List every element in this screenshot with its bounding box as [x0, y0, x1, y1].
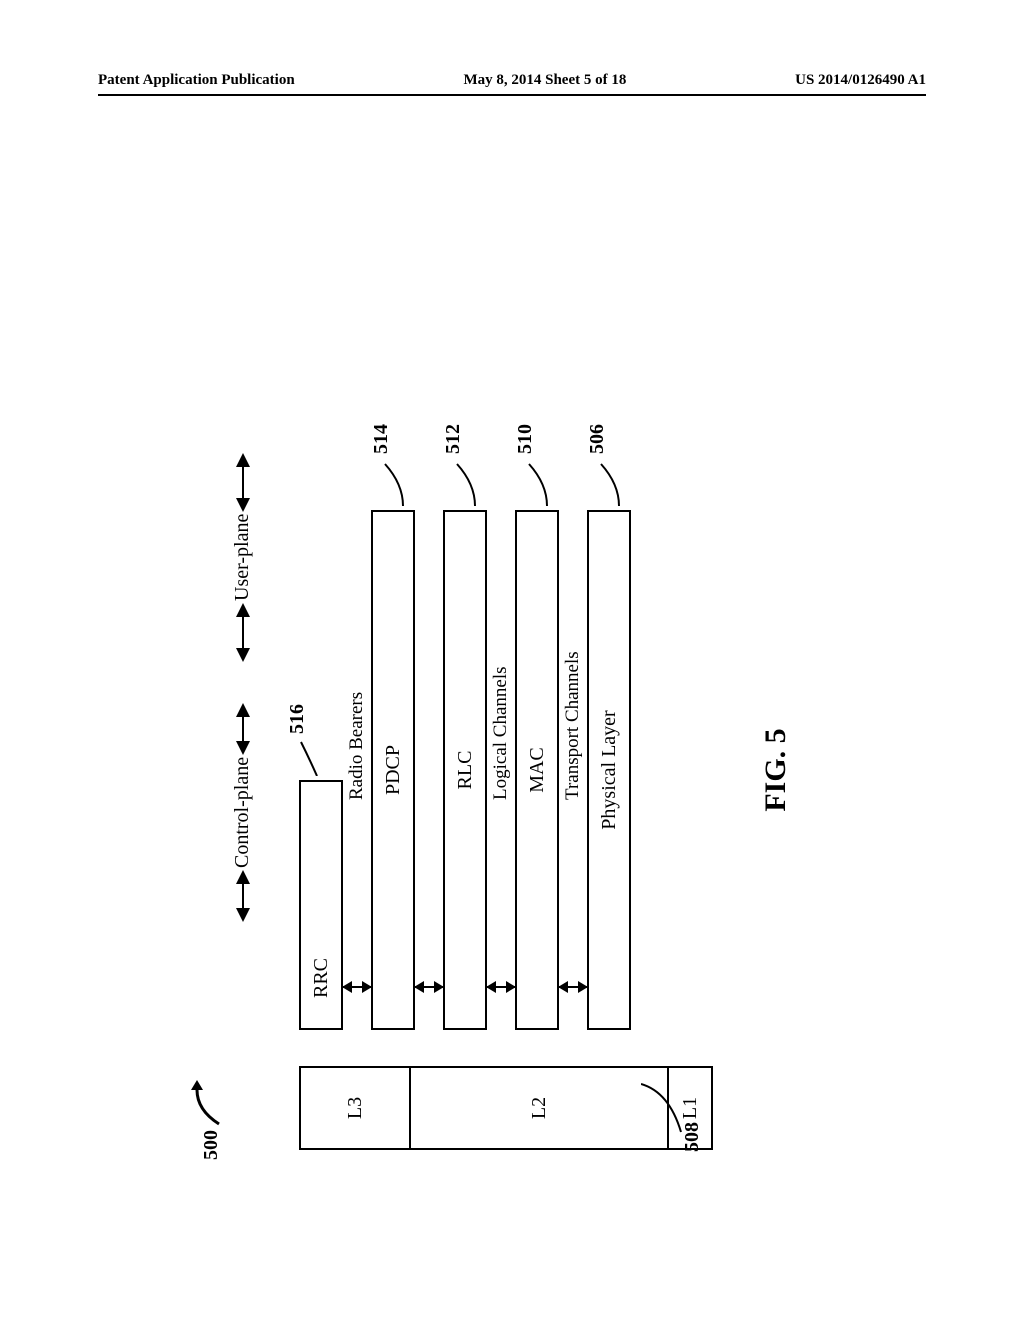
leader-line-icon	[453, 460, 481, 506]
l2-ref-label: 508	[681, 1122, 704, 1152]
plane-labels: Control-plane User-plane	[231, 400, 271, 920]
curved-arrow-icon	[191, 1080, 223, 1126]
rlc-label: RLC	[454, 751, 477, 790]
phy-ref-label: 506	[586, 424, 609, 454]
logical-channels-label: Logical Channels	[490, 667, 512, 801]
mac-ref-label: 510	[514, 424, 537, 454]
leader-line-icon	[597, 460, 625, 506]
mac-layer-box: MAC 510	[515, 510, 559, 1030]
rrc-ref-label: 516	[286, 704, 309, 734]
leader-line-icon	[641, 1046, 685, 1140]
vertical-double-arrow-icon	[559, 986, 587, 988]
pdcp-layer-box: PDCP 514	[371, 510, 415, 1030]
layer-l3-label: L3	[344, 1097, 367, 1119]
transport-channels-interface: Transport Channels	[559, 210, 587, 1030]
protocol-stack: L3 L2 L1 508 RR	[279, 210, 713, 1150]
rrc-label: RRC	[310, 958, 333, 998]
leader-line-icon	[525, 460, 553, 506]
mac-label: MAC	[526, 747, 549, 793]
logical-channels-interface: Logical Channels	[487, 210, 515, 1030]
control-plane-label: Control-plane	[231, 753, 254, 872]
rrc-ref-lead: 516	[287, 704, 331, 776]
rlc-ref-label: 512	[442, 424, 465, 454]
transport-channels-label: Transport Channels	[562, 651, 584, 800]
rrc-layer-box: RRC 516	[299, 780, 343, 1030]
rlc-ref-lead: 512	[445, 424, 489, 506]
figure-rotated-container: 500 Control-plane User-plane	[231, 210, 793, 1150]
control-plane-indicator: Control-plane	[231, 670, 254, 920]
radio-bearers-interface: Radio Bearers	[343, 210, 371, 1030]
double-arrow-icon	[242, 605, 244, 660]
vertical-double-arrow-icon	[487, 986, 515, 988]
rlc-layer-box: RLC 512	[443, 510, 487, 1030]
layer-l2-label: L2	[528, 1097, 551, 1119]
leader-line-icon	[381, 460, 409, 506]
layer-l2-cell: L2	[409, 1068, 667, 1148]
figure-ref-500: 500	[191, 1080, 223, 1160]
protocol-layers: RRC 516 Radio Bearers PDCP	[279, 210, 713, 1030]
double-arrow-icon	[242, 872, 244, 920]
header-right: US 2014/0126490 A1	[795, 72, 926, 89]
user-plane-indicator: User-plane	[231, 400, 254, 660]
page-header: Patent Application Publication May 8, 20…	[98, 72, 926, 89]
vertical-double-arrow-icon	[415, 986, 443, 988]
layer-l3-cell: L3	[301, 1068, 409, 1148]
pdcp-rlc-gap	[415, 210, 443, 1030]
header-left: Patent Application Publication	[98, 72, 295, 89]
pdcp-ref-label: 514	[370, 424, 393, 454]
header-center: May 8, 2014 Sheet 5 of 18	[463, 72, 626, 89]
pdcp-ref-lead: 514	[373, 424, 417, 506]
double-arrow-icon	[242, 455, 244, 510]
double-arrow-icon	[242, 705, 244, 753]
mac-ref-lead: 510	[517, 424, 561, 506]
pdcp-label: PDCP	[382, 745, 405, 795]
figure-caption: FIG. 5	[759, 510, 793, 1030]
phy-ref-lead: 506	[589, 424, 633, 506]
vertical-double-arrow-icon	[343, 986, 371, 988]
figure-5: 500 Control-plane User-plane	[231, 210, 793, 1150]
radio-bearers-label: Radio Bearers	[346, 692, 368, 800]
physical-layer-box: Physical Layer 506	[587, 510, 631, 1030]
user-plane-label: User-plane	[231, 510, 254, 605]
physical-layer-label: Physical Layer	[598, 710, 621, 829]
figure-ref-number: 500	[200, 1130, 223, 1160]
leader-line-icon	[299, 740, 319, 776]
header-rule	[98, 94, 926, 96]
